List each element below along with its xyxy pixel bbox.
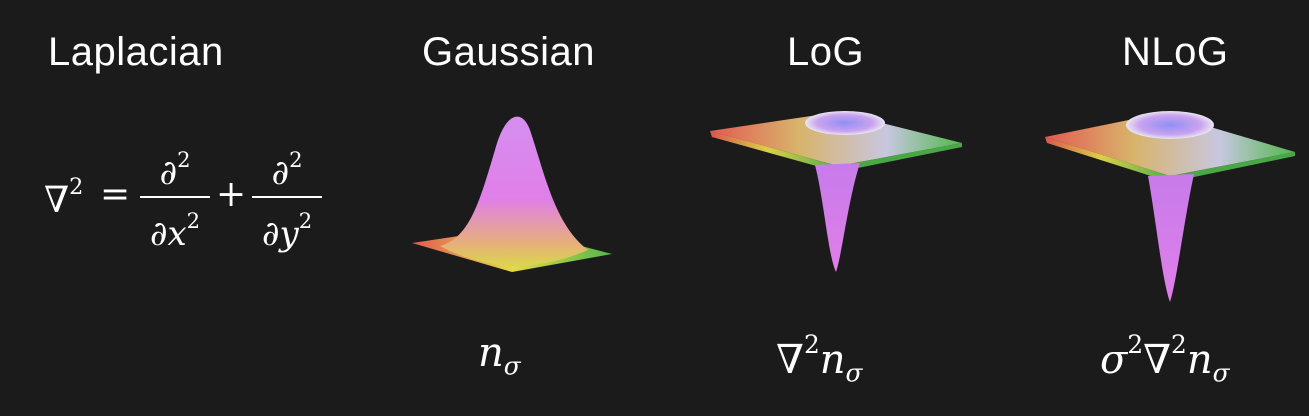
formula-equals: = [100,174,131,215]
title-nlog: NLoG [1122,30,1229,74]
formula-plus: + [216,174,247,215]
title-log: LoG [787,30,865,74]
formula-lhs: ∇2 [44,174,84,221]
gaussian-surface [412,116,612,272]
formula-fraction-y: ∂2 ∂y2 [252,140,322,254]
title-laplacian: Laplacian [48,30,224,74]
caption-log: ∇2nσ [776,330,863,388]
caption-gaussian: nσ [478,330,521,381]
formula-fraction-x: ∂2 ∂x2 [140,140,210,254]
title-gaussian: Gaussian [422,30,595,74]
nlog-surface [1045,111,1295,302]
log-surface [710,111,962,272]
caption-nlog: σ2∇2nσ [1100,330,1230,388]
laplacian-formula: ∇2 = ∂2 ∂x2 + ∂2 ∂y2 [30,140,340,254]
